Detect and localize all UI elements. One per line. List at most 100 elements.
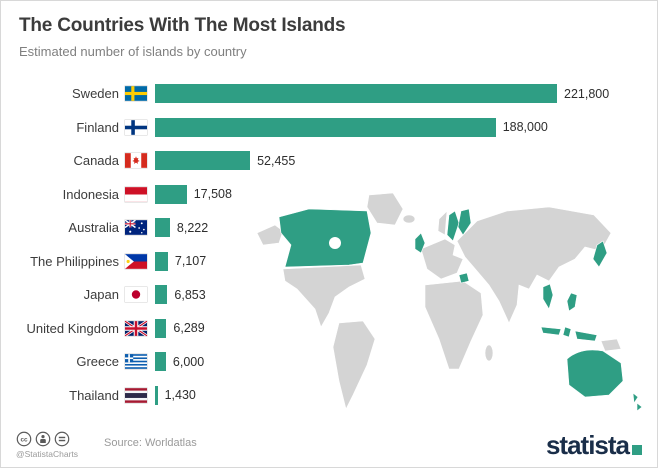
map-canada-highlight xyxy=(278,208,372,268)
flag-greece-icon xyxy=(125,354,147,370)
flag-finland-icon xyxy=(125,119,147,135)
map-iceland xyxy=(402,214,416,224)
flag-japan-icon xyxy=(125,287,147,303)
bar-row-indonesia: Indonesia 17,508 xyxy=(1,178,657,212)
subtitle: Estimated number of islands by country xyxy=(19,44,247,59)
country-label: The Philippines xyxy=(30,253,119,269)
bar-rows: Sweden 221,800 Finland 188,000 Canada xyxy=(1,77,657,412)
header: The Countries With The Most Islands Esti… xyxy=(1,1,657,59)
source-note: Source: Worldatlas xyxy=(104,437,197,449)
country-label: United Kingdom xyxy=(26,320,120,336)
statista-logo-square xyxy=(632,445,642,455)
map-asia xyxy=(456,206,612,324)
bar xyxy=(155,285,168,305)
no-derivatives-icon xyxy=(54,431,70,447)
country-label: Greece xyxy=(76,354,119,370)
flag-australia-icon xyxy=(125,220,147,236)
bar xyxy=(155,151,251,171)
country-label: Canada xyxy=(73,153,119,169)
map-indonesia-highlight xyxy=(540,326,598,342)
bar-track: 8,222 xyxy=(155,218,657,238)
map-finland-highlight xyxy=(457,208,472,236)
statista-logo: statista xyxy=(545,429,642,460)
country-label: Thailand xyxy=(69,387,119,403)
bar xyxy=(155,184,187,204)
map-new-zealand-highlight xyxy=(632,392,643,412)
flag-philippines-icon xyxy=(125,253,147,269)
value-label: 1,430 xyxy=(164,388,196,403)
value-label: 188,000 xyxy=(502,120,548,135)
bar xyxy=(155,218,170,238)
bar xyxy=(155,318,167,338)
flag-uk-icon xyxy=(125,320,147,336)
bar xyxy=(155,251,168,271)
flag-indonesia-icon xyxy=(125,186,147,202)
bar-track: 52,455 xyxy=(155,151,657,171)
bar-track: 1,430 xyxy=(155,385,657,405)
bar-row-philippines: The Philippines 7,107 xyxy=(1,245,657,279)
bar xyxy=(155,117,496,137)
bar-row-finland: Finland 188,000 xyxy=(1,111,657,145)
map-greenland xyxy=(366,192,404,226)
country-label: Japan xyxy=(83,287,119,303)
bar-track: 221,800 xyxy=(155,84,657,104)
map-uk-highlight xyxy=(414,232,426,254)
value-label: 52,455 xyxy=(257,153,296,168)
bar-row-canada: Canada 52,455 xyxy=(1,144,657,178)
map-norway xyxy=(437,210,448,236)
map-sweden-highlight xyxy=(446,210,460,242)
map-new-guinea xyxy=(600,338,622,352)
country-label: Australia xyxy=(68,220,119,236)
flag-sweden-icon xyxy=(125,86,147,102)
bar-track: 17,508 xyxy=(155,184,657,204)
country-label: Finland xyxy=(76,119,119,135)
map-africa xyxy=(424,280,484,370)
value-label: 7,107 xyxy=(174,254,207,269)
bar-row-sweden: Sweden 221,800 xyxy=(1,77,657,111)
flag-thailand-icon xyxy=(125,387,147,403)
footer: cc @StatistaCharts Source: Worldatlas st… xyxy=(16,431,642,459)
map-madagascar xyxy=(484,344,494,362)
bar xyxy=(155,84,557,104)
cc-license: cc @StatistaCharts xyxy=(16,431,78,459)
world-map xyxy=(256,192,643,412)
map-philippines-highlight xyxy=(566,292,578,312)
map-alaska xyxy=(256,224,284,246)
map-greece-highlight xyxy=(458,272,470,284)
map-thailand-highlight xyxy=(542,283,554,310)
statista-charts-handle: @StatistaCharts xyxy=(16,449,79,459)
bar xyxy=(155,385,158,405)
map-hudson-bay xyxy=(329,237,341,249)
bar-chart: Sweden 221,800 Finland 188,000 Canada xyxy=(1,77,657,417)
country-label: Sweden xyxy=(72,86,119,102)
bar-track: 7,107 xyxy=(155,251,657,271)
flag-canada-icon xyxy=(125,153,147,169)
page-title: The Countries With The Most Islands xyxy=(19,15,346,36)
svg-text:cc: cc xyxy=(20,436,28,443)
bar-track: 6,853 xyxy=(155,285,657,305)
map-south-america xyxy=(332,320,376,410)
value-label: 17,508 xyxy=(193,187,232,202)
map-australia-highlight xyxy=(566,349,624,398)
value-label: 8,222 xyxy=(176,220,209,235)
country-label: Indonesia xyxy=(62,186,119,202)
value-label: 6,853 xyxy=(174,287,206,302)
value-label: 221,800 xyxy=(564,86,610,101)
bar-track: 6,289 xyxy=(155,318,657,338)
bar-row-japan: Japan 6,853 xyxy=(1,278,657,312)
map-europe xyxy=(420,238,464,280)
bar-track: 188,000 xyxy=(155,117,657,137)
statista-logo-text: statista xyxy=(545,429,630,460)
attribution-icon xyxy=(35,431,51,447)
cc-license-icons: cc xyxy=(16,431,78,447)
value-label: 6,289 xyxy=(173,321,205,336)
bar-row-thailand: Thailand 1,430 xyxy=(1,379,657,413)
bar-track: 6,000 xyxy=(155,352,657,372)
cc-icon: cc xyxy=(16,431,32,447)
map-usa-mexico xyxy=(282,264,366,328)
bar-row-australia: Australia 8,222 xyxy=(1,211,657,245)
map-japan-highlight xyxy=(592,240,608,268)
bar xyxy=(155,352,166,372)
bar-row-greece: Greece 6,000 xyxy=(1,345,657,379)
